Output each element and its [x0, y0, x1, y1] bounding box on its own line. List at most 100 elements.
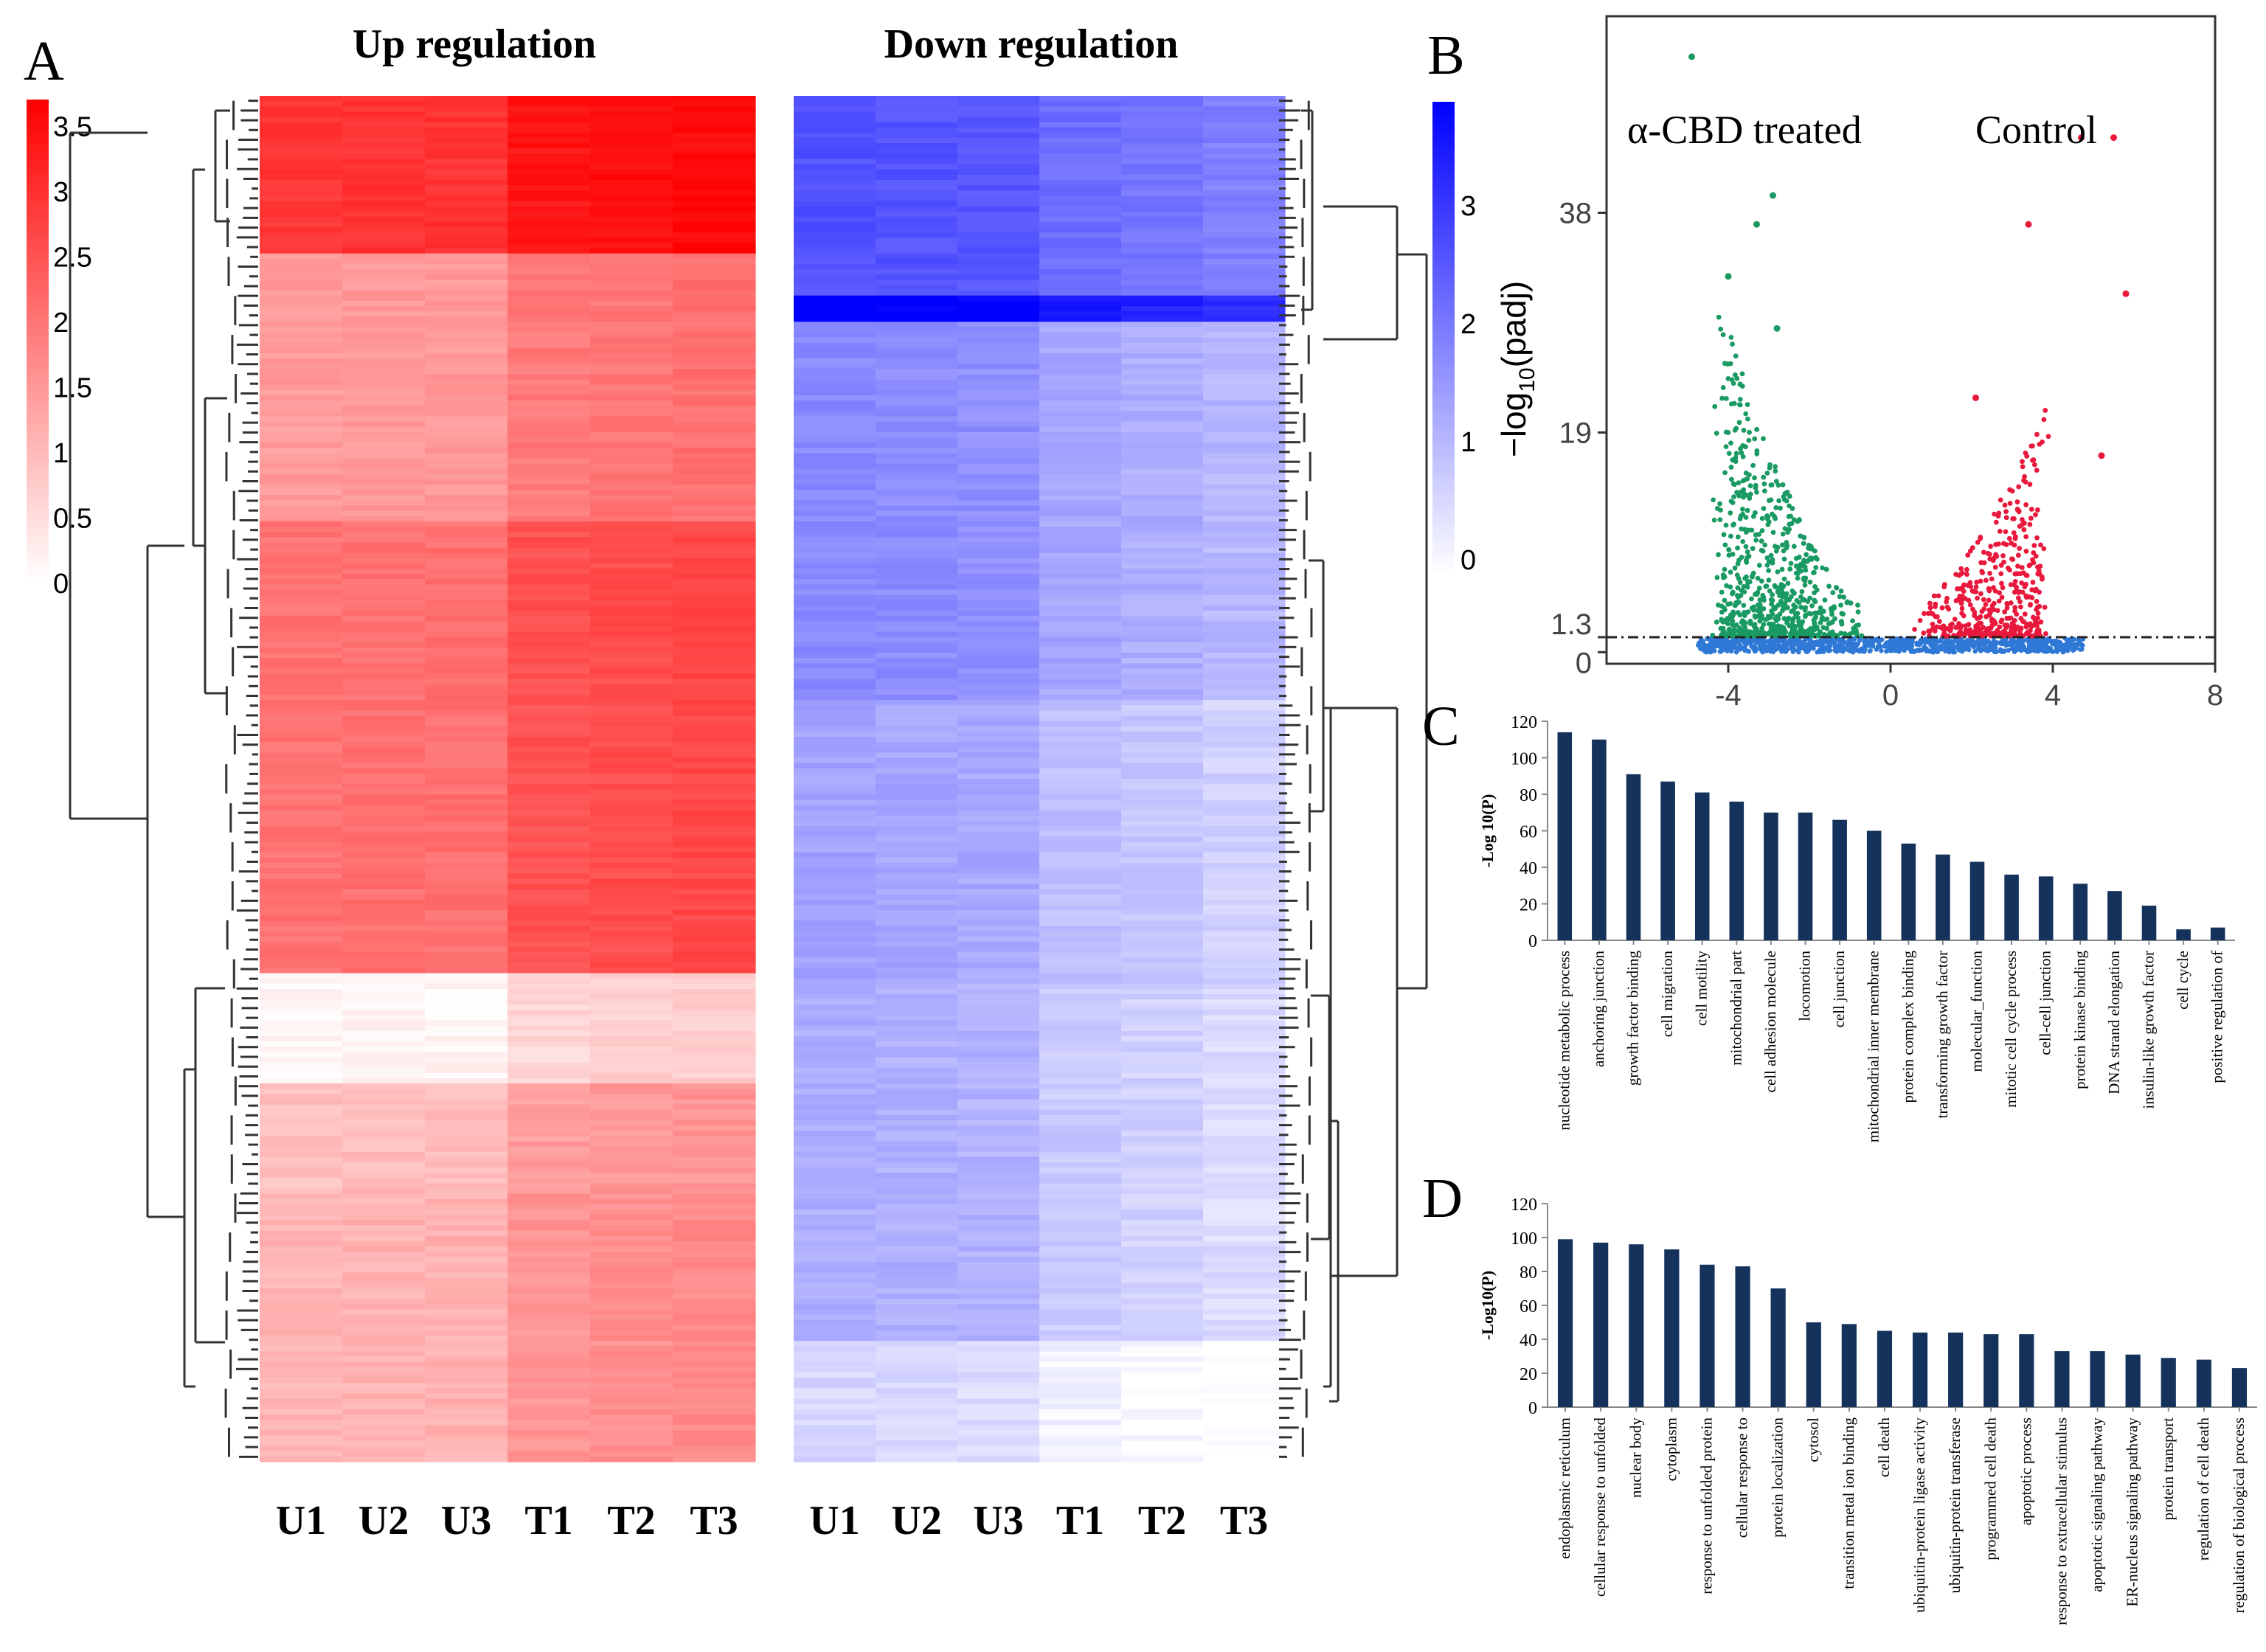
- volcano-point: [1728, 499, 1734, 504]
- heatmap-cell: [1121, 810, 1204, 816]
- volcano-point: [1737, 397, 1743, 402]
- heatmap-cell: [673, 389, 756, 396]
- heatmap-cell: [1121, 899, 1204, 906]
- heatmap-cell: [794, 579, 876, 586]
- heatmap-cell: [1203, 1446, 1286, 1452]
- heatmap-cell: [957, 237, 1040, 244]
- heatmap-cell: [342, 1372, 426, 1378]
- heatmap-cell: [1039, 642, 1122, 648]
- heatmap-cell: [260, 1388, 343, 1394]
- heatmap-cell: [794, 868, 876, 874]
- heatmap-cell: [507, 185, 591, 191]
- heatmap-cell: [876, 1089, 958, 1094]
- heatmap-cell: [425, 1304, 508, 1311]
- heatmap-cell: [425, 495, 508, 502]
- volcano-point: [1807, 579, 1813, 585]
- heatmap-cell: [1039, 731, 1122, 738]
- volcano-point: [1878, 644, 1883, 649]
- heatmap-cell: [673, 248, 756, 254]
- volcano-point: [1744, 574, 1749, 580]
- volcano-point: [1818, 605, 1823, 611]
- heatmap-cell: [425, 1041, 508, 1047]
- heatmap-cell: [1121, 1246, 1204, 1252]
- heatmap-cell: [876, 442, 958, 448]
- heatmap-cell: [876, 1036, 958, 1042]
- heatmap-cell: [1039, 448, 1122, 454]
- heatmap-cell: [342, 463, 426, 470]
- heatmap-cell: [1203, 1299, 1286, 1305]
- heatmap-cell: [342, 300, 426, 307]
- volcano-point: [1745, 609, 1751, 615]
- volcano-point: [1746, 553, 1752, 559]
- volcano-point: [1931, 637, 1936, 642]
- heatmap-cell: [1121, 616, 1204, 622]
- heatmap-cell: [794, 521, 876, 527]
- volcano-point: [1742, 640, 1748, 646]
- heatmap-cell: [1039, 148, 1122, 154]
- heatmap-cell: [1121, 384, 1204, 391]
- heatmap-cell: [794, 689, 876, 695]
- heatmap-cell: [957, 904, 1040, 911]
- heatmap-cell: [590, 1062, 673, 1069]
- colorbar-down-tick: 1: [1461, 427, 1476, 458]
- heatmap-cell: [794, 311, 876, 317]
- heatmap-cell: [260, 1004, 343, 1011]
- heatmap-cell: [1039, 174, 1122, 181]
- heatmap-cell: [794, 358, 876, 364]
- heatmap-cell: [590, 700, 673, 706]
- heatmap-cell: [1121, 1062, 1204, 1069]
- heatmap-cell: [342, 705, 426, 711]
- heatmap-cell: [425, 1388, 508, 1394]
- heatmap-cell: [1203, 784, 1286, 790]
- heatmap-cell: [425, 437, 508, 443]
- heatmap-cell: [876, 195, 958, 202]
- heatmap-cell: [876, 1446, 958, 1452]
- heatmap-cell: [342, 1136, 426, 1142]
- heatmap-cell: [590, 1356, 673, 1363]
- heatmap-cell: [794, 1372, 876, 1378]
- volcano-point: [2028, 642, 2033, 648]
- heatmap-cell: [590, 847, 673, 853]
- heatmap-cell: [342, 159, 426, 165]
- heatmap-cell: [673, 920, 756, 927]
- heatmap-cell: [260, 826, 343, 832]
- heatmap-cell: [1121, 1393, 1204, 1400]
- heatmap-cell: [957, 695, 1040, 701]
- heatmap-cell: [425, 1210, 508, 1215]
- heatmap-cell: [425, 841, 508, 848]
- volcano-point: [1744, 549, 1750, 555]
- heatmap-cell: [342, 1067, 426, 1074]
- volcano-point: [1782, 526, 1788, 532]
- heatmap-cell: [342, 169, 426, 176]
- volcano-point: [1796, 600, 1802, 605]
- heatmap-cell: [876, 1435, 958, 1442]
- heatmap-cell: [590, 101, 673, 107]
- volcano-point: [1911, 648, 1916, 654]
- heatmap-cell: [1039, 468, 1122, 475]
- heatmap-cell: [1121, 926, 1204, 932]
- heatmap-cell: [342, 527, 426, 532]
- heatmap-cell: [1121, 143, 1204, 149]
- heatmap-cell: [1121, 1430, 1204, 1436]
- heatmap-cell: [876, 889, 958, 895]
- heatmap-cell: [1203, 678, 1286, 685]
- heatmap-cell: [1121, 952, 1204, 958]
- volcano-point: [1766, 639, 1771, 645]
- heatmap-cell: [1039, 1372, 1122, 1378]
- heatmap-cell: [425, 810, 508, 816]
- heatmap-cell: [876, 873, 958, 879]
- heatmap-cell: [794, 810, 876, 816]
- heatmap-cell: [425, 1451, 508, 1457]
- heatmap-cell: [425, 1025, 508, 1032]
- heatmap-cell: [507, 631, 591, 638]
- heatmap-cell: [507, 1030, 591, 1037]
- heatmap-cell: [425, 1167, 508, 1173]
- heatmap-cell: [590, 1367, 673, 1373]
- heatmap-cell: [1121, 1240, 1204, 1247]
- heatmap-cell: [425, 1173, 508, 1179]
- heatmap-cell: [957, 1299, 1040, 1305]
- heatmap-cell: [673, 647, 756, 653]
- heatmap-cell: [590, 431, 673, 438]
- heatmap-cell: [794, 400, 876, 406]
- heatmap-cell: [507, 458, 591, 465]
